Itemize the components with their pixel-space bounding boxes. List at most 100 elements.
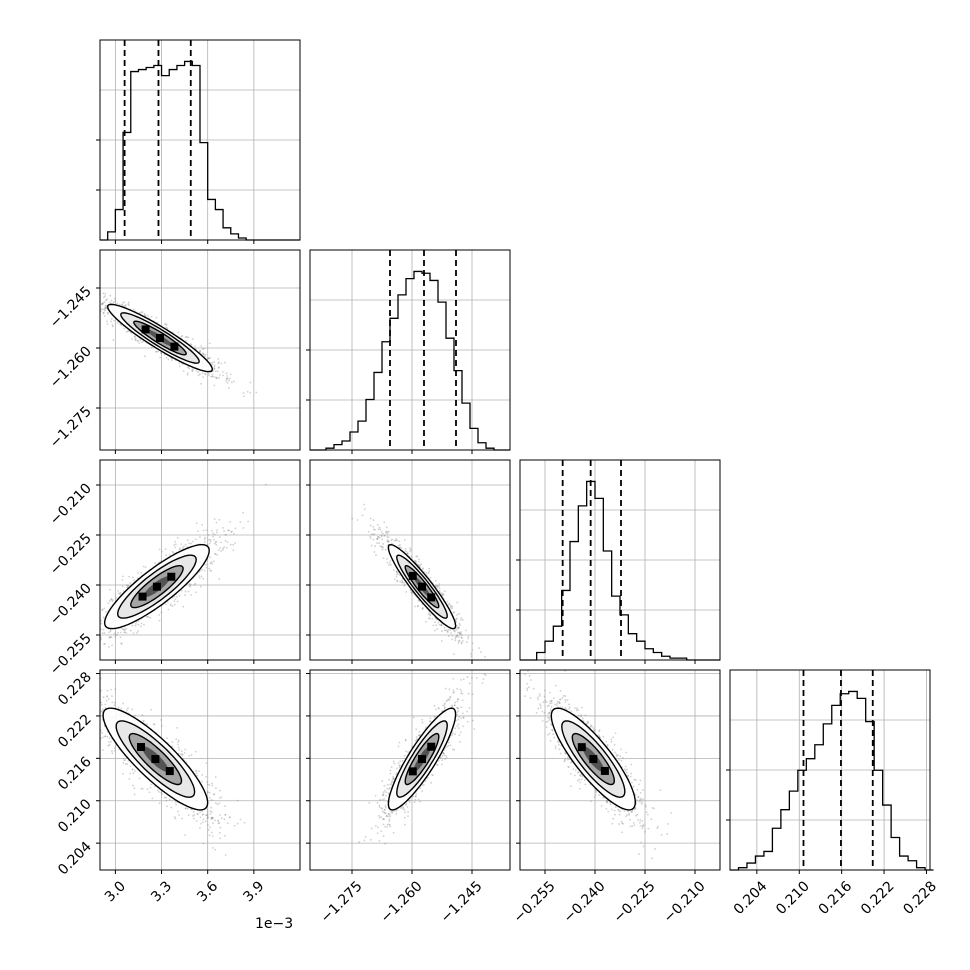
sample-point [212, 532, 215, 535]
sample-point [178, 361, 181, 364]
sample-point [101, 632, 104, 634]
sample-point [182, 605, 185, 608]
sample-point [451, 607, 454, 610]
sample-point [455, 628, 458, 631]
sample-point [213, 367, 216, 370]
sample-point [417, 564, 420, 566]
sample-point [208, 791, 211, 794]
sample-point [449, 606, 452, 609]
sample-point [158, 619, 161, 622]
sample-point [205, 563, 208, 566]
sample-point [440, 624, 443, 626]
sample-point [122, 590, 125, 592]
sample-point [396, 539, 398, 542]
sample-point [200, 382, 202, 385]
sample-point [121, 585, 124, 588]
sample-point [205, 762, 208, 765]
sample-point [225, 372, 228, 375]
sample-point [213, 367, 216, 370]
sample-point [125, 331, 128, 333]
sample-point [363, 503, 365, 506]
sample-point [173, 816, 176, 818]
density-peak [418, 582, 426, 591]
sample-point [93, 734, 95, 736]
sample-point [177, 746, 180, 749]
sample-point [471, 648, 474, 651]
sample-point [199, 536, 201, 538]
sample-point [102, 696, 105, 698]
sample-point [455, 618, 458, 621]
sample-point [386, 540, 389, 543]
sample-point [216, 370, 219, 373]
sample-point [186, 336, 188, 338]
sample-point [451, 638, 453, 641]
sample-point [207, 374, 210, 376]
sample-point [417, 604, 420, 607]
sample-point [211, 846, 214, 849]
sample-point [103, 308, 106, 311]
sample-point [414, 605, 416, 608]
sample-point [443, 590, 446, 593]
sample-point [181, 753, 184, 756]
sample-point [218, 797, 221, 799]
sample-point [202, 529, 205, 532]
sample-point [460, 617, 463, 620]
sample-point [102, 616, 105, 619]
sample-point [161, 793, 164, 796]
density-peak [408, 571, 417, 580]
sample-point [264, 483, 267, 486]
sample-point [395, 575, 398, 578]
sample-point [375, 554, 377, 556]
sample-point [200, 575, 203, 578]
sample-point [158, 802, 161, 805]
sample-point [428, 617, 431, 620]
sample-point [207, 357, 210, 360]
sample-point [108, 600, 111, 602]
sample-point [380, 530, 383, 533]
sample-point [405, 550, 408, 553]
sample-point [226, 541, 229, 543]
sample-point [215, 540, 218, 543]
sample-point [149, 786, 152, 789]
sample-point [255, 391, 258, 394]
sample-point [373, 551, 376, 553]
sample-point [93, 632, 95, 634]
sample-point [456, 624, 458, 627]
sample-point [104, 306, 107, 309]
sample-point [224, 539, 227, 542]
sample-point [215, 543, 218, 546]
sample-point [369, 537, 372, 540]
sample-point [457, 627, 460, 630]
sample-point [209, 562, 212, 565]
sample-point [193, 584, 196, 586]
sample-point [172, 552, 175, 554]
sample-point [131, 768, 134, 771]
sample-point [144, 314, 147, 317]
sample-point [211, 816, 214, 819]
sample-point [403, 583, 406, 586]
sample-point [189, 343, 192, 345]
sample-point [211, 363, 214, 366]
sample-point [213, 538, 216, 541]
sample-point [460, 636, 463, 639]
sample-point [191, 338, 194, 341]
sample-point [91, 300, 93, 302]
sample-point [223, 546, 226, 549]
sample-point [116, 634, 119, 636]
sample-point [191, 369, 193, 372]
sample-point [214, 553, 217, 556]
sample-point [217, 822, 220, 825]
sample-point [399, 544, 401, 546]
sample-point [228, 529, 230, 532]
sample-point [377, 535, 380, 538]
sample-point [164, 323, 166, 326]
sample-point [61, 679, 63, 681]
sample-point [367, 530, 370, 533]
sample-point [113, 297, 116, 300]
sample-point [447, 635, 450, 638]
sample-point [211, 529, 213, 532]
sample-point [100, 619, 103, 622]
sample-point [195, 591, 197, 594]
sample-point [108, 631, 110, 634]
sample-point [440, 624, 443, 627]
